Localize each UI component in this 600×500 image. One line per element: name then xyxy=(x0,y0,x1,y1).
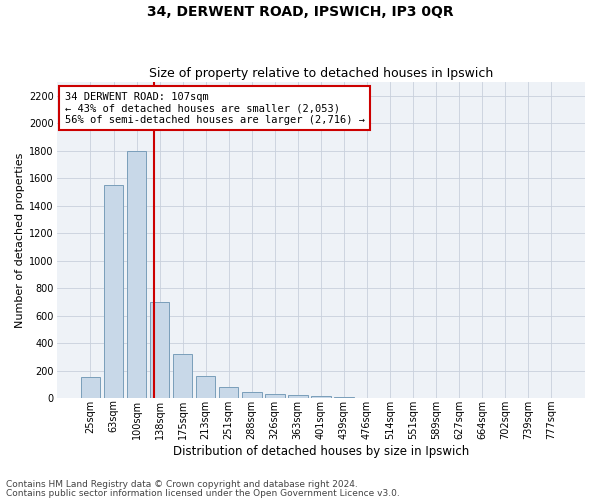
Text: Contains HM Land Registry data © Crown copyright and database right 2024.: Contains HM Land Registry data © Crown c… xyxy=(6,480,358,489)
Title: Size of property relative to detached houses in Ipswich: Size of property relative to detached ho… xyxy=(149,66,493,80)
Text: 34 DERWENT ROAD: 107sqm
← 43% of detached houses are smaller (2,053)
56% of semi: 34 DERWENT ROAD: 107sqm ← 43% of detache… xyxy=(65,92,365,124)
Text: Contains public sector information licensed under the Open Government Licence v3: Contains public sector information licen… xyxy=(6,489,400,498)
Y-axis label: Number of detached properties: Number of detached properties xyxy=(15,152,25,328)
Bar xyxy=(173,354,193,398)
Bar xyxy=(127,151,146,398)
Bar xyxy=(288,396,308,398)
Bar xyxy=(265,394,284,398)
Text: 34, DERWENT ROAD, IPSWICH, IP3 0QR: 34, DERWENT ROAD, IPSWICH, IP3 0QR xyxy=(146,5,454,19)
Bar xyxy=(219,387,238,398)
Bar xyxy=(311,396,331,398)
Bar xyxy=(242,392,262,398)
X-axis label: Distribution of detached houses by size in Ipswich: Distribution of detached houses by size … xyxy=(173,444,469,458)
Bar xyxy=(104,185,124,398)
Bar xyxy=(196,376,215,398)
Bar xyxy=(81,378,100,398)
Bar xyxy=(150,302,169,398)
